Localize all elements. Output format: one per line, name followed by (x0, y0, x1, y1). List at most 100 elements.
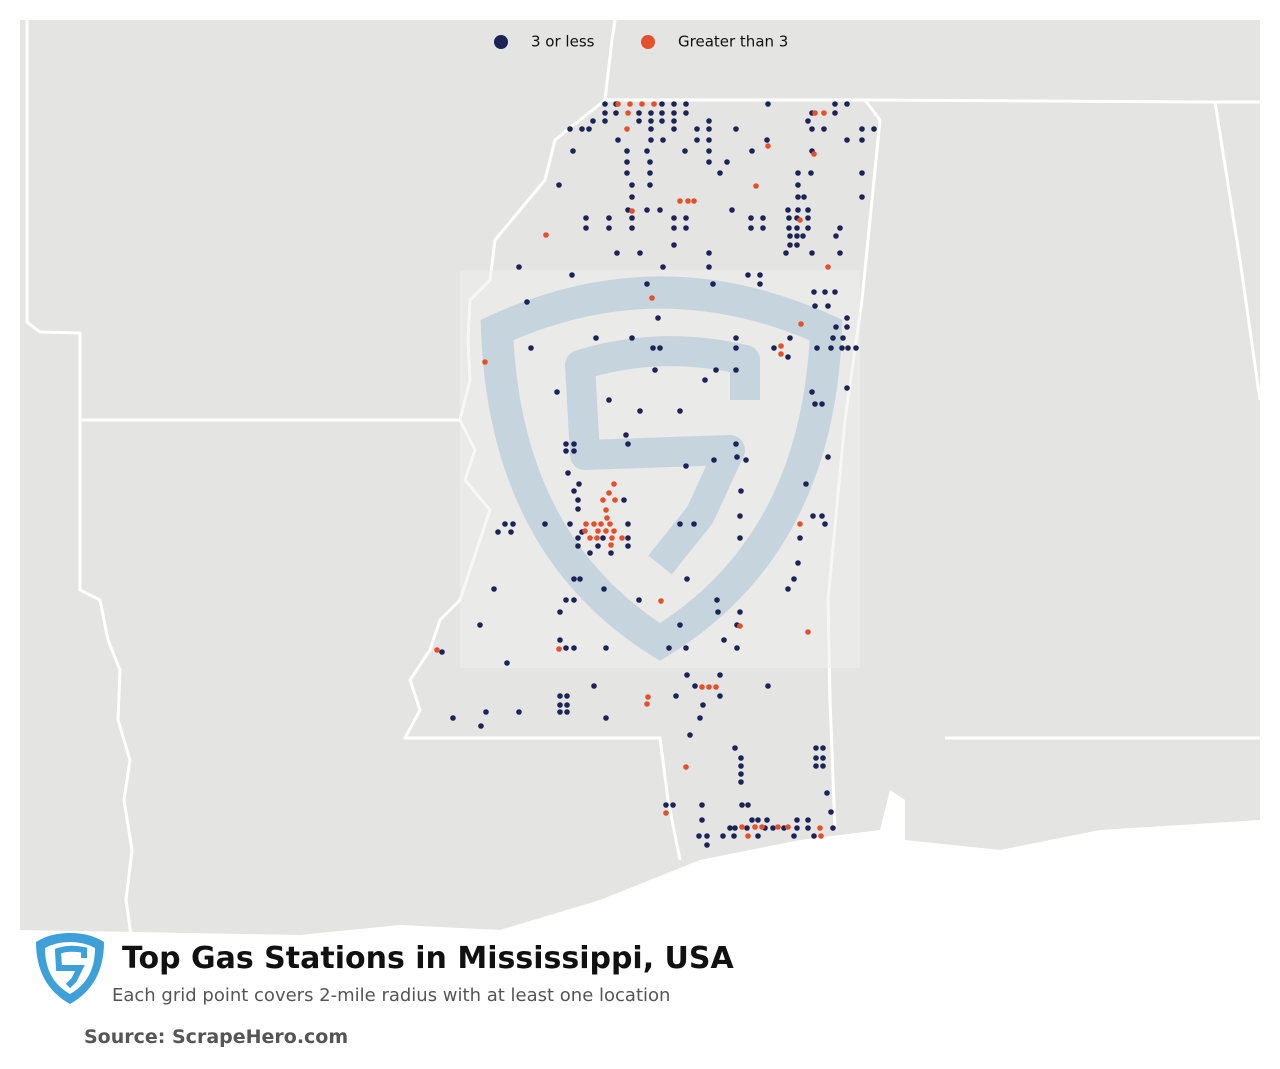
location-dot (624, 126, 630, 132)
location-dot (571, 645, 577, 651)
location-dot (706, 126, 712, 132)
location-dot (764, 137, 770, 143)
location-dot (606, 490, 612, 496)
location-dot (764, 817, 770, 823)
location-dot (733, 335, 739, 341)
location-dot (830, 335, 836, 341)
location-dot (595, 528, 601, 534)
location-dot (833, 233, 839, 239)
location-dot (687, 732, 693, 738)
location-dot (607, 521, 613, 527)
location-dot (684, 672, 690, 678)
location-dot (737, 609, 743, 615)
location-dot (502, 521, 508, 527)
location-dot (587, 535, 593, 541)
location-dot (809, 389, 815, 395)
location-dot (612, 497, 618, 503)
location-dot (859, 170, 865, 176)
location-dot (696, 833, 702, 839)
location-dot (583, 225, 589, 231)
location-dot (737, 623, 743, 629)
location-dot (734, 645, 740, 651)
location-dot (614, 250, 620, 256)
location-dot (510, 521, 516, 527)
location-dot (608, 550, 614, 556)
location-dot (706, 137, 712, 143)
location-dot (844, 101, 850, 107)
location-dot (797, 535, 803, 541)
location-dot (564, 702, 570, 708)
location-dot (700, 702, 706, 708)
location-dot (621, 497, 627, 503)
legend: 3 or less Greater than 3 (494, 33, 788, 51)
location-dot (805, 118, 811, 124)
location-dot (564, 693, 570, 699)
location-dot (704, 842, 710, 848)
location-dot (738, 779, 744, 785)
location-dot (629, 182, 635, 188)
location-dot (704, 833, 710, 839)
location-dot (737, 535, 743, 541)
location-dot (615, 101, 621, 107)
location-dot (819, 401, 825, 407)
location-dot (720, 833, 726, 839)
location-dot (752, 824, 758, 830)
location-dot (825, 303, 831, 309)
location-dot (571, 441, 577, 447)
location-dot (724, 159, 730, 165)
location-dot (557, 693, 563, 699)
location-dot (813, 755, 819, 761)
location-dot (579, 126, 585, 132)
location-dot (809, 250, 815, 256)
location-dot (491, 586, 497, 592)
location-dot (771, 345, 777, 351)
location-dot (557, 709, 563, 715)
location-dot (671, 215, 677, 221)
location-dot (683, 101, 689, 107)
location-dot (765, 101, 771, 107)
location-dot (482, 359, 488, 365)
location-dot (759, 824, 765, 830)
location-dot (844, 315, 850, 321)
location-dot (647, 182, 653, 188)
location-dot (745, 802, 751, 808)
location-dot (625, 521, 631, 527)
location-dot (677, 198, 683, 204)
location-dot (608, 542, 614, 548)
location-dot (639, 101, 645, 107)
location-dot (812, 401, 818, 407)
location-dot (706, 118, 712, 124)
location-dot (542, 521, 548, 527)
location-dot (685, 198, 691, 204)
location-dot (603, 645, 609, 651)
location-dot (594, 535, 600, 541)
location-dot (832, 110, 838, 116)
location-dot (625, 441, 631, 447)
location-dot (744, 825, 750, 831)
location-dot (840, 335, 846, 341)
location-dot (603, 507, 609, 513)
location-dot (702, 377, 708, 383)
location-dot (623, 432, 629, 438)
location-dot (820, 755, 826, 761)
location-dot (805, 207, 811, 213)
location-dot (677, 521, 683, 527)
location-dot (706, 159, 712, 165)
location-dot (629, 225, 635, 231)
location-dot (557, 609, 563, 615)
location-dot (733, 367, 739, 373)
location-dot (832, 289, 838, 295)
location-dot (625, 535, 631, 541)
location-dot (837, 250, 843, 256)
location-dot (602, 110, 608, 116)
location-dot (671, 118, 677, 124)
location-dot (683, 225, 689, 231)
location-dot (731, 833, 737, 839)
location-dot (677, 622, 683, 628)
location-dot (603, 715, 609, 721)
location-dot (434, 647, 440, 653)
location-dot (721, 637, 727, 643)
location-dot (737, 513, 743, 519)
location-dot (570, 148, 576, 154)
location-dot (477, 622, 483, 628)
